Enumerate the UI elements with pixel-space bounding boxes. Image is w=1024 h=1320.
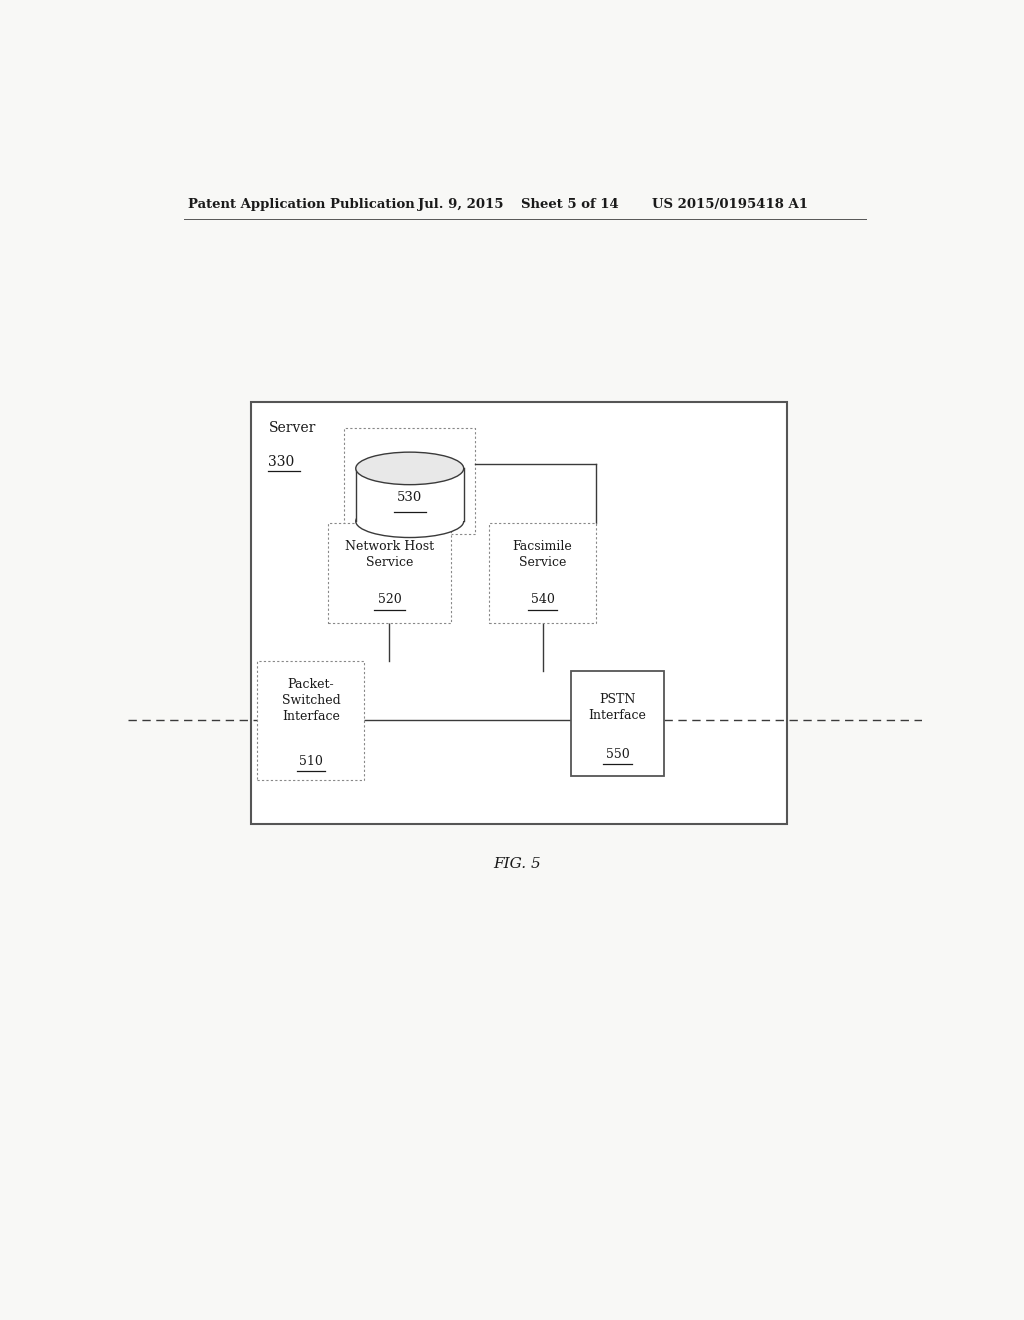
Ellipse shape [355, 453, 464, 484]
Text: Jul. 9, 2015: Jul. 9, 2015 [418, 198, 503, 211]
Text: 330: 330 [268, 455, 295, 469]
Text: Network Host
Service: Network Host Service [345, 540, 434, 569]
Text: US 2015/0195418 A1: US 2015/0195418 A1 [652, 198, 808, 211]
Text: 520: 520 [378, 593, 401, 606]
Text: Patent Application Publication: Patent Application Publication [187, 198, 415, 211]
Text: FIG. 5: FIG. 5 [493, 857, 541, 871]
Text: 550: 550 [606, 747, 630, 760]
Text: 530: 530 [397, 491, 422, 504]
Ellipse shape [355, 506, 464, 537]
Text: Packet-
Switched
Interface: Packet- Switched Interface [282, 677, 340, 722]
Text: Facsimile
Service: Facsimile Service [513, 540, 572, 569]
Text: Server: Server [268, 421, 315, 434]
Text: PSTN
Interface: PSTN Interface [589, 693, 646, 722]
Text: Sheet 5 of 14: Sheet 5 of 14 [521, 198, 618, 211]
Bar [328, 523, 451, 623]
Text: 510: 510 [299, 755, 323, 768]
Bar [355, 469, 464, 521]
Bar [251, 403, 786, 824]
Bar [489, 523, 596, 623]
Bar [344, 428, 475, 535]
Text: 540: 540 [530, 593, 555, 606]
Bar [257, 660, 365, 780]
Bar [570, 671, 665, 776]
